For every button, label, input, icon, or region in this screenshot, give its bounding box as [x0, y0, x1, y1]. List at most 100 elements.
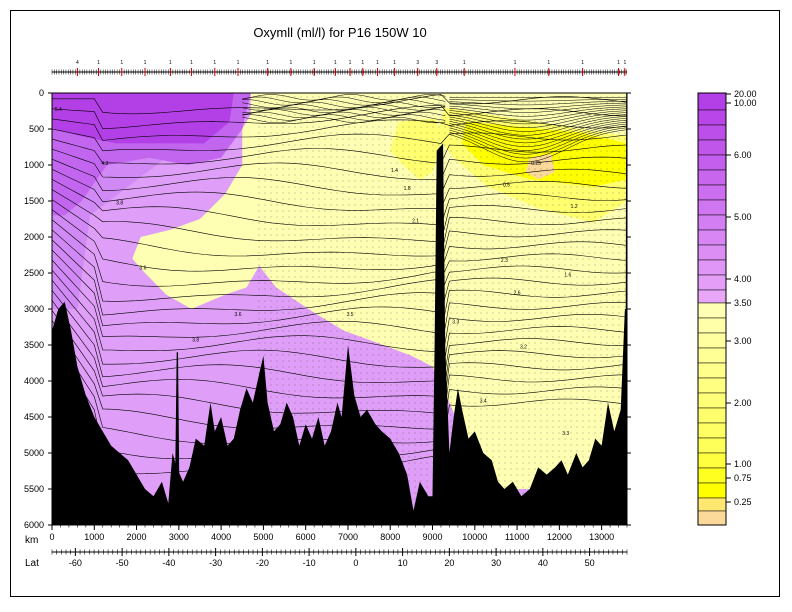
- contour-line-surface: [449, 104, 627, 113]
- colorbar-band: [697, 422, 727, 439]
- colorbar-band: [697, 347, 727, 364]
- lat-tick-label: 30: [491, 558, 501, 568]
- contour-lines: [52, 94, 627, 475]
- colorbar-band: [697, 259, 727, 276]
- colorbar-band: [697, 169, 727, 186]
- lat-axis-label: Lat: [25, 558, 39, 569]
- y-tick-label: 1500: [24, 196, 44, 206]
- lat-tick-label: 10: [398, 558, 408, 568]
- colorbar-label: 20.00: [734, 89, 757, 99]
- figure-frame: [10, 10, 780, 597]
- contour-label: 3.3: [452, 319, 459, 325]
- contour-line: [52, 158, 627, 196]
- x-tick-label: 12000: [547, 532, 572, 542]
- contour-label: 0.25: [531, 161, 541, 167]
- station-label: 1: [97, 60, 100, 66]
- colorbar-label: 4.00: [734, 274, 752, 284]
- station-label: 1: [463, 60, 466, 66]
- contour-line-surface: [449, 123, 627, 151]
- colorbar-band: [697, 437, 727, 454]
- colorbar-label: 3.50: [734, 298, 752, 308]
- colorbar-band: [697, 214, 727, 231]
- x-tick-label: 10000: [462, 532, 487, 542]
- colorbar-band: [697, 199, 727, 216]
- seafloor: [52, 143, 627, 525]
- colorbar-band: [697, 482, 727, 499]
- station-label: 4: [76, 60, 79, 66]
- contour-line: [52, 269, 627, 353]
- y-tick-label: 6000: [24, 520, 44, 530]
- colorbar-band: [697, 510, 727, 526]
- x-tick-label: 5000: [253, 532, 273, 542]
- station-label: 1: [514, 60, 517, 66]
- lat-tick-label: 40: [538, 558, 548, 568]
- lat-tick-label: 0: [353, 558, 358, 568]
- station-label: 1: [289, 60, 292, 66]
- station-label: 1: [623, 60, 626, 66]
- station-label: 1: [393, 60, 396, 66]
- contour-line-surface: [449, 106, 627, 117]
- colorbar-label: 1.00: [734, 459, 752, 469]
- contour-label: 3.3: [562, 431, 569, 437]
- contour-label: 1.6: [564, 273, 571, 279]
- contour-line-surface: [449, 118, 627, 140]
- y-tick-label: 3000: [24, 304, 44, 314]
- y-tick-label: 3500: [24, 340, 44, 350]
- station-label: 1: [190, 60, 193, 66]
- contour-line-surface: [449, 110, 627, 125]
- contour-line-surface: [449, 116, 627, 136]
- contour-line: [52, 199, 627, 257]
- x-tick-label: 3000: [169, 532, 189, 542]
- colorbar-label: 0.25: [734, 497, 752, 507]
- contour-line-surface: [449, 98, 627, 102]
- contour-line: [52, 290, 627, 383]
- contour-line: [52, 249, 627, 327]
- contour-line-surface: [449, 129, 627, 163]
- contour-line: [52, 209, 627, 272]
- lat-tick-label: 50: [585, 558, 595, 568]
- contour-line-surface: [449, 108, 627, 121]
- colorbar-band: [697, 392, 727, 409]
- colorbar-band: [697, 92, 727, 111]
- contour-label: 0.5: [503, 183, 510, 189]
- contour-label: 3.6: [139, 265, 146, 271]
- colorbar-label: 6.00: [734, 150, 752, 160]
- colorbar-band: [697, 362, 727, 379]
- contour-label: 2.6: [514, 291, 521, 297]
- y-tick-label: 1000: [24, 160, 44, 170]
- colorbar-band: [697, 229, 727, 246]
- x-tick-label: 1000: [84, 532, 104, 542]
- contour-line: [52, 179, 627, 226]
- colorbar-band: [697, 332, 727, 349]
- x-tick-label: 7000: [338, 532, 358, 542]
- lat-tick-label: -20: [256, 558, 269, 568]
- contour-label: 3.4: [480, 399, 487, 405]
- colorbar-label: 5.00: [734, 212, 752, 222]
- contour-line-surface: [449, 114, 627, 132]
- colorbar-band: [697, 452, 727, 469]
- x-tick-label: 9000: [422, 532, 442, 542]
- contour-line: [52, 280, 627, 368]
- contour-label: 3.8: [281, 420, 288, 426]
- colorbar-band: [697, 497, 727, 512]
- lat-tick-label: -60: [69, 558, 82, 568]
- station-label: 1: [334, 60, 337, 66]
- station-label: 3: [435, 60, 438, 66]
- contour-label: 2.1: [412, 219, 419, 225]
- colorbar-band: [697, 244, 727, 261]
- station-label: 1: [120, 60, 123, 66]
- colorbar-label: 0.75: [734, 473, 752, 483]
- y-tick-label: 4500: [24, 412, 44, 422]
- colorbar-band: [697, 184, 727, 201]
- station-label: 1: [169, 60, 172, 66]
- station-label: 1: [144, 60, 147, 66]
- contour-line-surface: [449, 127, 627, 159]
- seamount-spike: [174, 352, 180, 525]
- contour-labels: 5.4 4.3 3.8 3.6 3.6 3.8 3.8 3.5 1.4 1.8 2.1 0.5 0.25…: [55, 107, 578, 437]
- y-tick-label: 0: [39, 88, 44, 98]
- x-axis-label: km: [25, 535, 38, 546]
- y-tick-label: 4000: [24, 376, 44, 386]
- station-label: 1: [617, 60, 620, 66]
- colorbar-band: [697, 467, 727, 484]
- contour-line-surface: [242, 101, 446, 109]
